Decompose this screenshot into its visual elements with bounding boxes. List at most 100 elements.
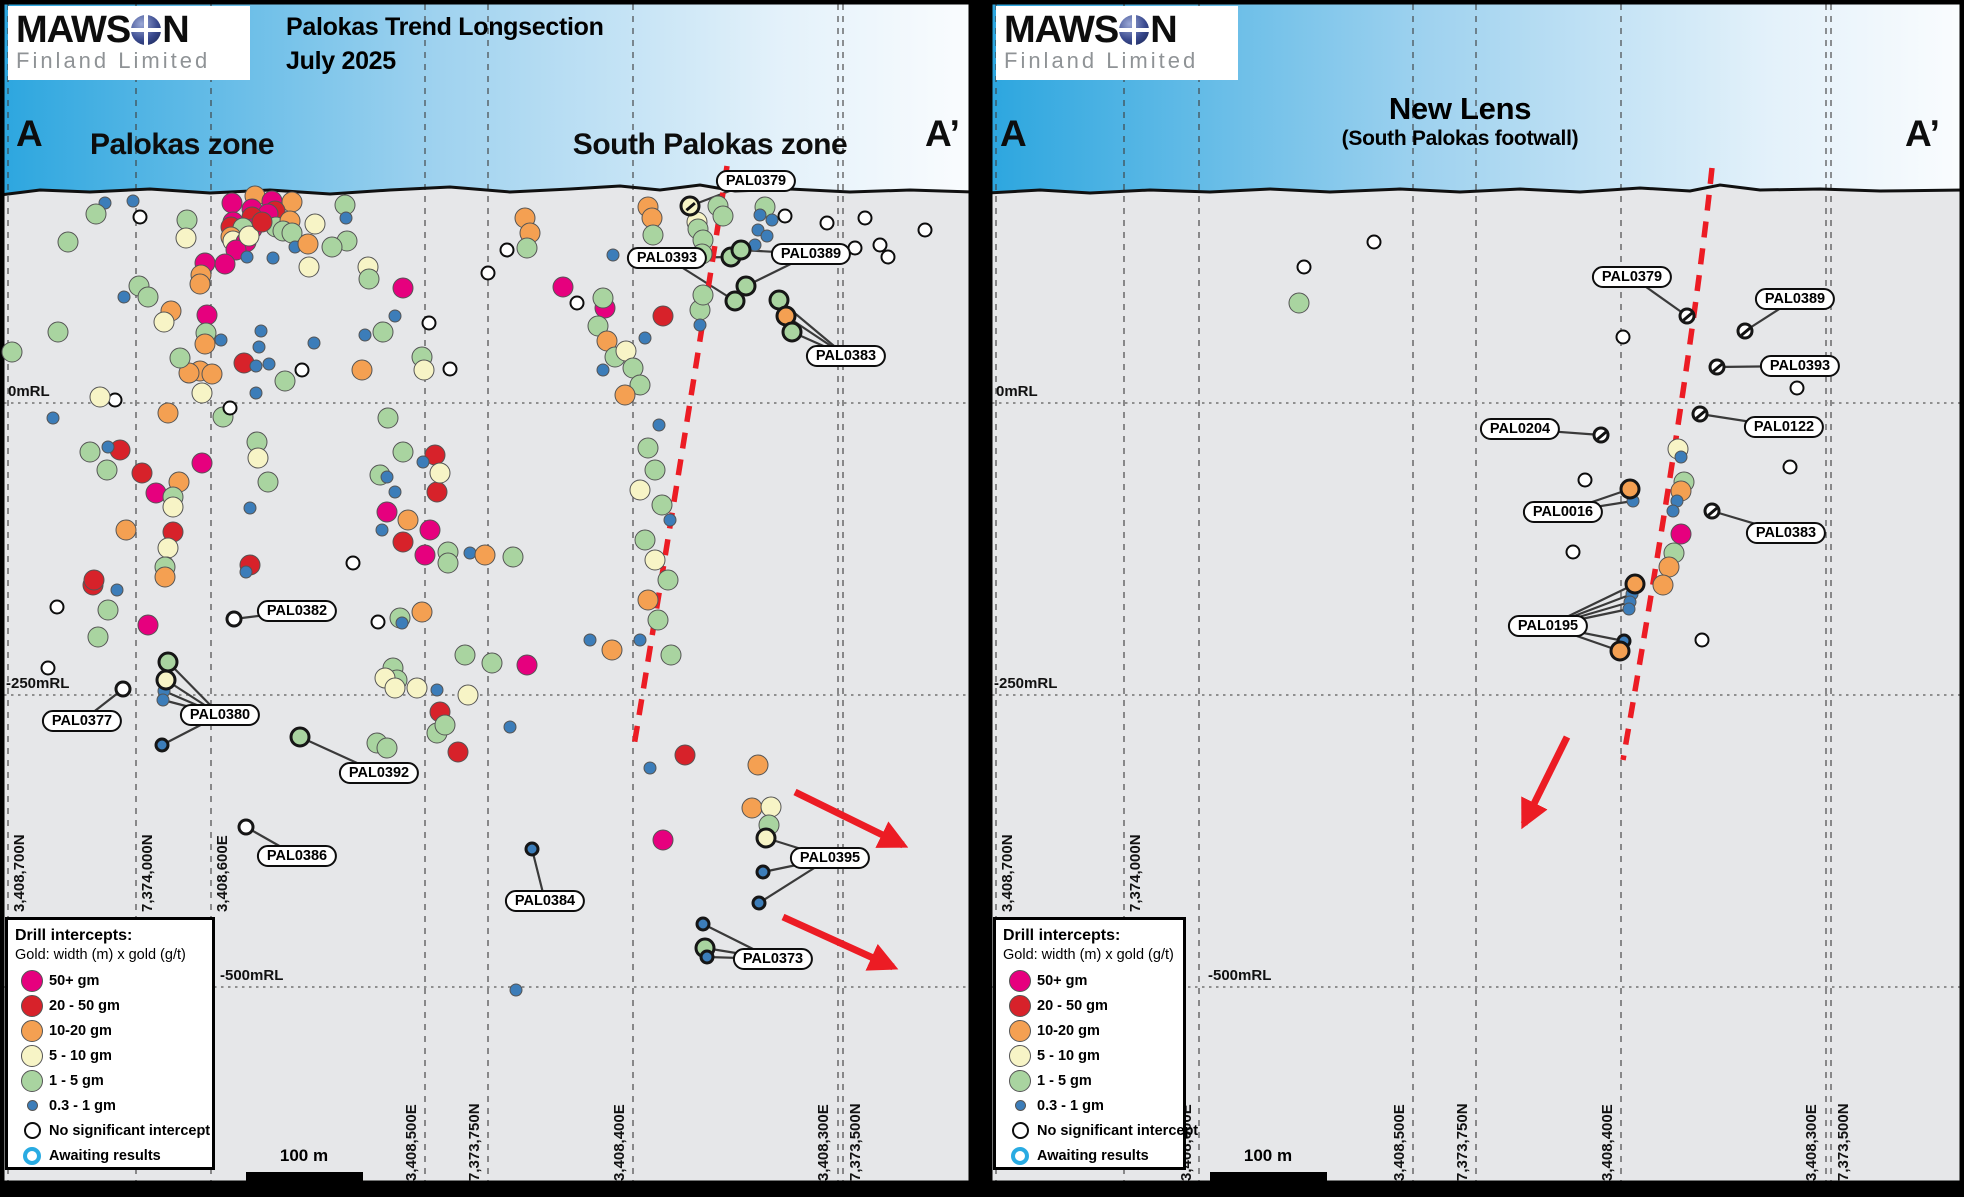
drill-trace-tick <box>1694 409 1706 419</box>
drill-intercept-dot-w <box>1592 426 1610 444</box>
drill-intercept-dot-r <box>392 531 414 553</box>
drill-intercept-dot-b <box>633 633 647 647</box>
drill-intercept-dot-b <box>395 616 409 630</box>
drill-intercept-dot-w <box>872 237 888 253</box>
drill-intercept-dot-g <box>376 737 398 759</box>
drill-intercept-dot-w <box>1577 472 1593 488</box>
hole-label-PAL0204: PAL0204 <box>1479 418 1561 440</box>
drill-intercept-dot-g <box>1 341 23 363</box>
legend-item: 50+ gm <box>1003 968 1177 993</box>
grid-coordinate-label: 3,408,300E <box>815 1104 832 1181</box>
legend-item: 5 - 10 gm <box>1003 1043 1177 1068</box>
drill-intercept-dot-w <box>1736 322 1754 340</box>
drill-intercept-dot-b <box>156 693 170 707</box>
drill-intercept-dot-o <box>194 333 216 355</box>
drill-intercept-dot-m <box>414 544 436 566</box>
drill-trace-tick <box>1739 326 1751 336</box>
drill-intercept-dot-b <box>375 523 389 537</box>
legend-swatch-m <box>15 969 49 992</box>
drill-intercept-dot-w <box>917 222 933 238</box>
drill-intercept-dot-b <box>262 357 276 371</box>
figure-title-line2: July 2025 <box>286 47 396 75</box>
legend-swatch-a <box>1003 1146 1037 1165</box>
drill-intercept-dot-b <box>249 359 263 373</box>
drill-intercept-dot-w <box>442 361 458 377</box>
hole-label-PAL0393: PAL0393 <box>1759 355 1841 377</box>
drill-intercept-dot-g <box>274 370 296 392</box>
drill-intercept-dot-b <box>1622 602 1636 616</box>
drill-intercept-dot-m <box>419 519 441 541</box>
drill-intercept-dot-y <box>157 537 179 559</box>
drill-intercept-dot-w <box>1694 632 1710 648</box>
legend-swatch-b <box>1003 1100 1037 1111</box>
legend-item: 10-20 gm <box>15 1018 206 1043</box>
right-title-line1: New Lens <box>1388 91 1532 126</box>
drill-intercept-dot-o <box>1609 640 1631 662</box>
legend-swatch-w <box>15 1122 49 1139</box>
grid-coordinate-label: 3,408,600E <box>214 835 231 912</box>
legend-dot-icon <box>23 1146 41 1165</box>
hole-label-PAL0195: PAL0195 <box>1507 615 1589 637</box>
legend-item: 10-20 gm <box>1003 1018 1177 1043</box>
drill-intercept-dot-w <box>819 215 835 231</box>
hole-label-PAL0383: PAL0383 <box>1745 522 1827 544</box>
drill-trace-tick <box>1711 362 1723 372</box>
drill-intercept-dot-g <box>647 609 669 631</box>
drill-intercept-dot-g <box>57 231 79 253</box>
drill-intercept-dot-o <box>297 233 319 255</box>
globe-icon <box>131 15 162 45</box>
legend-swatch-o <box>15 1019 49 1042</box>
drill-intercept-dot-w <box>114 680 132 698</box>
grid-coordinate-label: 7,374,000N <box>1127 834 1144 912</box>
elevation-label: -250mRL <box>6 675 70 692</box>
right-title-line2: (South Palokas footwall) <box>1341 127 1579 150</box>
legend-item: 1 - 5 gm <box>15 1068 206 1093</box>
mawson-logo-word: MAWS N <box>1004 9 1178 51</box>
drill-intercept-dot-w <box>499 242 515 258</box>
drill-intercept-dot-o <box>189 273 211 295</box>
drill-intercept-dot-w <box>237 818 255 836</box>
drill-intercept-dot-b <box>430 683 444 697</box>
drill-intercept-dot-b <box>254 324 268 338</box>
hole-label-PAL0383: PAL0383 <box>805 345 887 367</box>
hole-label-PAL0393: PAL0393 <box>626 247 708 269</box>
drill-intercept-dot-o <box>1619 478 1641 500</box>
legend-swatch-o <box>1003 1019 1037 1042</box>
drill-intercept-dot-b <box>699 949 715 965</box>
legend-item: No significant intercept <box>1003 1118 1198 1143</box>
legend-swatch-a <box>15 1146 49 1165</box>
drill-intercept-dot-w <box>1691 405 1709 423</box>
drill-intercept-dot-g <box>637 437 659 459</box>
drill-intercept-dot-g <box>454 644 476 666</box>
hole-label-PAL0373: PAL0373 <box>732 948 814 970</box>
drill-intercept-dot-g <box>642 224 664 246</box>
legend-item: 1 - 5 gm <box>1003 1068 1177 1093</box>
legend-swatch-r <box>1003 994 1037 1017</box>
legend-item: 0.3 - 1 gm <box>15 1093 206 1118</box>
legend-dot-icon <box>23 1122 41 1139</box>
hole-label-PAL0379: PAL0379 <box>715 170 797 192</box>
globe-icon <box>1119 15 1150 45</box>
legend-swatch-b <box>15 1100 49 1111</box>
grid-coordinate-label: 3,408,500E <box>403 1104 420 1181</box>
drill-intercept-dot-g <box>79 441 101 463</box>
drill-intercept-dot-y <box>175 227 197 249</box>
section-corner-label: A <box>1000 113 1027 154</box>
drill-intercept-dot-r <box>652 305 674 327</box>
right-panel-title: New Lens (South Palokas footwall) <box>1260 92 1660 152</box>
legend-swatch-g <box>1003 1069 1037 1092</box>
drill-intercept-dot-o <box>397 509 419 531</box>
drill-intercept-dot-b <box>606 248 620 262</box>
drill-intercept-dot-w <box>421 315 437 331</box>
drill-intercept-dot-g <box>516 237 538 259</box>
grid-coordinate-label: 7,373,500N <box>847 1103 864 1181</box>
drill-intercept-dot-g <box>724 290 746 312</box>
drill-intercept-dot-b <box>154 737 170 753</box>
figure-title: Palokas Trend Longsection July 2025 <box>286 10 604 78</box>
legend-dot-icon <box>26 1100 38 1111</box>
legend-dot-icon <box>1009 994 1031 1017</box>
drill-intercept-dot-o <box>115 519 137 541</box>
drill-intercept-dot-g <box>730 239 752 261</box>
drill-intercept-dot-y <box>153 311 175 333</box>
